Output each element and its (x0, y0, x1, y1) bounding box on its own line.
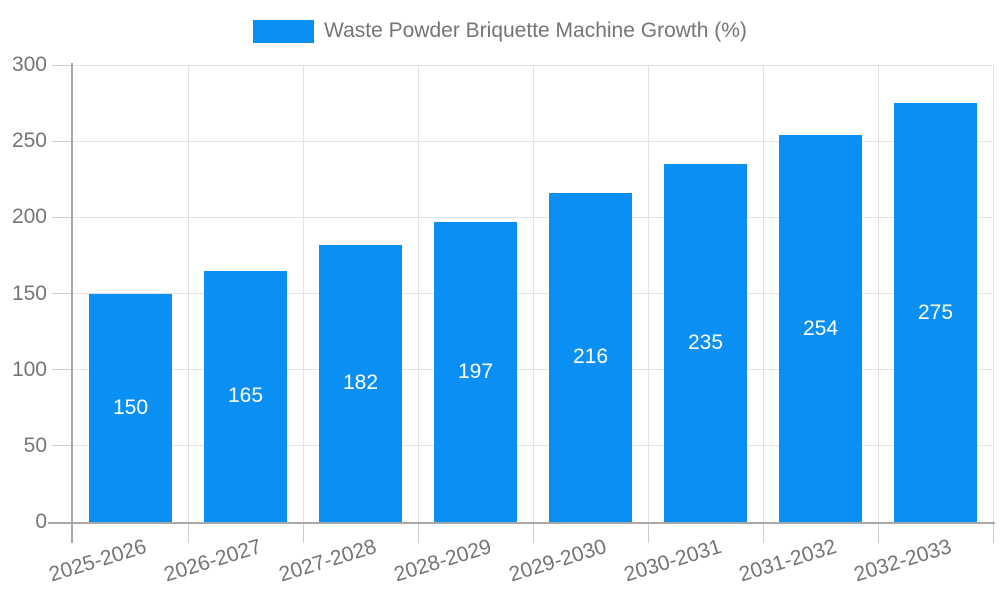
bar-value-label: 254 (802, 316, 839, 340)
x-axis-tick-label: 2031-2032 (736, 535, 840, 587)
bar-value-label: 182 (342, 371, 379, 395)
bar-value-label: 197 (457, 359, 494, 383)
chart-legend[interactable]: Waste Powder Briquette Machine Growth (%… (0, 19, 1000, 43)
gridline-vertical (647, 65, 649, 522)
y-axis-tick-label: 50 (23, 433, 47, 457)
y-axis-tick-label: 200 (11, 205, 47, 229)
x-axis-tick-label: 2032-2033 (851, 535, 955, 587)
gridline-vertical (187, 65, 189, 522)
bar-value-label: 165 (227, 384, 264, 408)
x-axis-tick-label: 2025-2026 (46, 535, 150, 587)
x-axis-tick-label: 2026-2027 (161, 535, 265, 587)
x-axis-tick (302, 524, 304, 543)
y-axis-line (71, 63, 73, 543)
gridline-vertical (992, 65, 994, 522)
x-axis-tick-label: 2028-2029 (391, 535, 495, 587)
gridline-vertical (417, 65, 419, 522)
gridline-vertical (532, 65, 534, 522)
x-axis-tick (187, 524, 189, 543)
y-axis-tick (52, 369, 73, 371)
bar: 235 (664, 164, 747, 522)
y-axis-tick (52, 140, 73, 142)
y-axis-tick (52, 64, 73, 66)
bar-value-label: 275 (917, 300, 954, 324)
y-axis-tick-label: 100 (11, 357, 47, 381)
gridline-vertical (302, 65, 304, 522)
y-axis-tick-label: 0 (35, 510, 47, 533)
bar: 216 (549, 192, 632, 522)
y-axis-tick-label: 300 (11, 53, 47, 76)
bar: 197 (434, 221, 517, 522)
gridline-vertical (877, 65, 879, 522)
x-axis-tick-label: 2027-2028 (276, 535, 380, 587)
y-axis-tick-label: 150 (11, 281, 47, 305)
gridline-vertical (762, 65, 764, 522)
y-axis-tick (52, 216, 73, 218)
x-axis-tick-label: 2029-2030 (506, 535, 610, 587)
legend-swatch (253, 19, 315, 43)
bar: 165 (204, 270, 287, 522)
chart-title: Waste Powder Briquette Machine Growth (%… (324, 19, 747, 42)
bar-value-label: 216 (572, 345, 609, 369)
x-axis-tick (647, 524, 649, 543)
x-axis-line (48, 522, 995, 524)
y-axis-tick (52, 445, 73, 447)
x-axis-tick (532, 524, 534, 543)
bar-value-label: 150 (112, 395, 149, 419)
y-axis-tick-label: 250 (11, 129, 47, 153)
bar: 254 (779, 135, 862, 522)
y-axis-tick (52, 293, 73, 294)
bar: 150 (89, 293, 172, 522)
bar: 182 (319, 244, 402, 522)
x-axis-tick (877, 524, 879, 543)
x-axis-tick (762, 524, 764, 543)
x-axis-tick-label: 2030-2031 (621, 535, 725, 587)
x-axis-tick (417, 524, 419, 543)
bar: 275 (894, 103, 977, 522)
bar-value-label: 235 (687, 331, 724, 354)
x-axis-tick (992, 524, 994, 543)
